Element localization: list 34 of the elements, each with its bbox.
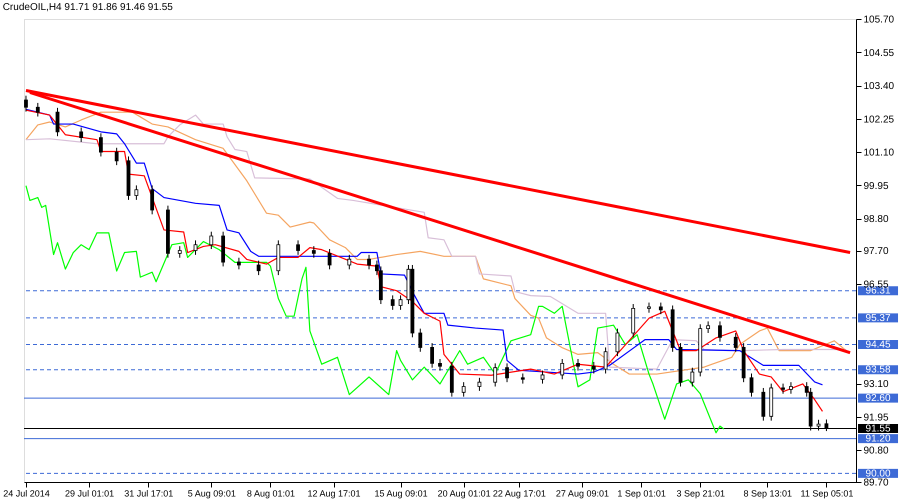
x-tick-label: 12 Aug 17:01 bbox=[308, 488, 361, 498]
y-tick-label: 105.70 bbox=[864, 14, 895, 26]
x-tick-label: 15 Aug 09:01 bbox=[374, 488, 428, 498]
y-tick-label: 103.40 bbox=[864, 81, 895, 92]
x-tick-label: 27 Aug 09:01 bbox=[556, 488, 609, 498]
x-tick-label: 8 Sep 13:01 bbox=[744, 488, 792, 498]
x-tick-label: 20 Aug 01:01 bbox=[438, 488, 491, 498]
y-tick-label: 93.10 bbox=[864, 379, 889, 390]
x-tick-label: 3 Sep 21:01 bbox=[676, 488, 726, 498]
ref-line-label: 91.20 bbox=[866, 434, 891, 445]
ref-line-label: 90.00 bbox=[866, 468, 891, 480]
ref-line-label: 95.37 bbox=[866, 312, 891, 324]
x-tick-label: 5 Aug 09:01 bbox=[188, 488, 236, 498]
y-tick-label: 89.70 bbox=[864, 478, 889, 488]
y-tick-label: 104.55 bbox=[864, 48, 895, 59]
y-tick-label: 102.25 bbox=[864, 114, 895, 126]
ref-line-label: 91.55 bbox=[866, 423, 891, 434]
x-tick-label: 31 Jul 17:01 bbox=[124, 488, 174, 498]
y-tick-label: 98.80 bbox=[864, 214, 889, 226]
y-tick-label: 90.80 bbox=[864, 446, 889, 457]
ref-line-label: 94.45 bbox=[866, 340, 891, 351]
y-tick-label: 97.70 bbox=[864, 246, 889, 257]
y-tick-label: 101.10 bbox=[864, 148, 895, 159]
y-tick-label: 91.95 bbox=[864, 412, 889, 424]
ref-line-label: 93.58 bbox=[866, 364, 891, 376]
x-tick-label: 29 Jul 01:01 bbox=[65, 488, 114, 498]
y-tick-label: 99.95 bbox=[864, 180, 889, 192]
x-tick-label: 11 Sep 05:01 bbox=[800, 488, 854, 498]
x-tick-label: 1 Sep 01:01 bbox=[617, 488, 666, 498]
ref-line-label: 92.60 bbox=[866, 393, 891, 404]
x-tick-label: 24 Jul 2014 bbox=[3, 488, 50, 498]
chart-title: CrudeOIL,H4 91.71 91.86 91.46 91.55 bbox=[2, 2, 174, 13]
x-tick-label: 8 Aug 01:01 bbox=[246, 488, 295, 498]
x-tick-label: 22 Aug 17:01 bbox=[492, 488, 546, 498]
